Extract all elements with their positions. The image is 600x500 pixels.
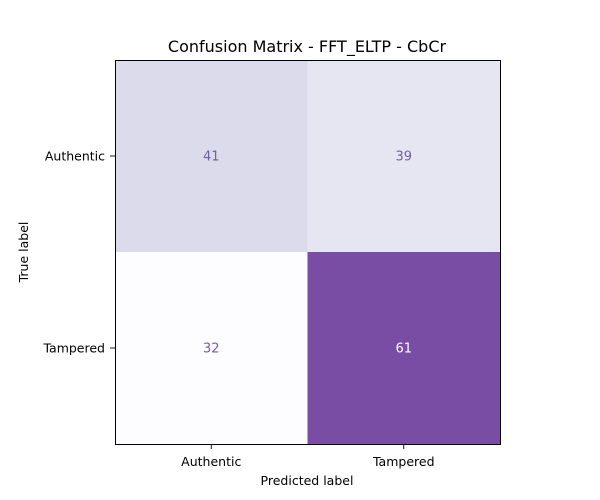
y-tick-label: Tampered [42, 341, 105, 356]
heatmap-cell-1-0 [115, 252, 308, 444]
x-tick-label: Tampered [372, 454, 435, 469]
x-tick-label: Authentic [181, 454, 241, 469]
cell-value-label: 61 [395, 342, 412, 357]
cell-value-label: 39 [395, 150, 412, 165]
x-axis-label: Predicted label [261, 473, 354, 488]
y-axis-ticks: Authentic Tampered [42, 149, 115, 356]
chart-title: Confusion Matrix - FFT_ELTP - CbCr [168, 37, 447, 57]
heatmap-cell-0-1 [307, 60, 500, 252]
plot-frame [115, 60, 501, 445]
x-axis-ticks: Authentic Tampered [181, 444, 435, 469]
heatmap-cell-0-0 [115, 60, 308, 252]
heatmap-cells [115, 60, 500, 444]
y-tick-label: Authentic [45, 149, 105, 164]
heatmap-cell-labels: 41 39 32 61 [203, 150, 412, 357]
cell-value-label: 32 [203, 342, 220, 357]
heatmap-cell-1-1 [307, 252, 500, 444]
y-axis-label: True label [16, 222, 31, 284]
cell-value-label: 41 [203, 150, 220, 165]
